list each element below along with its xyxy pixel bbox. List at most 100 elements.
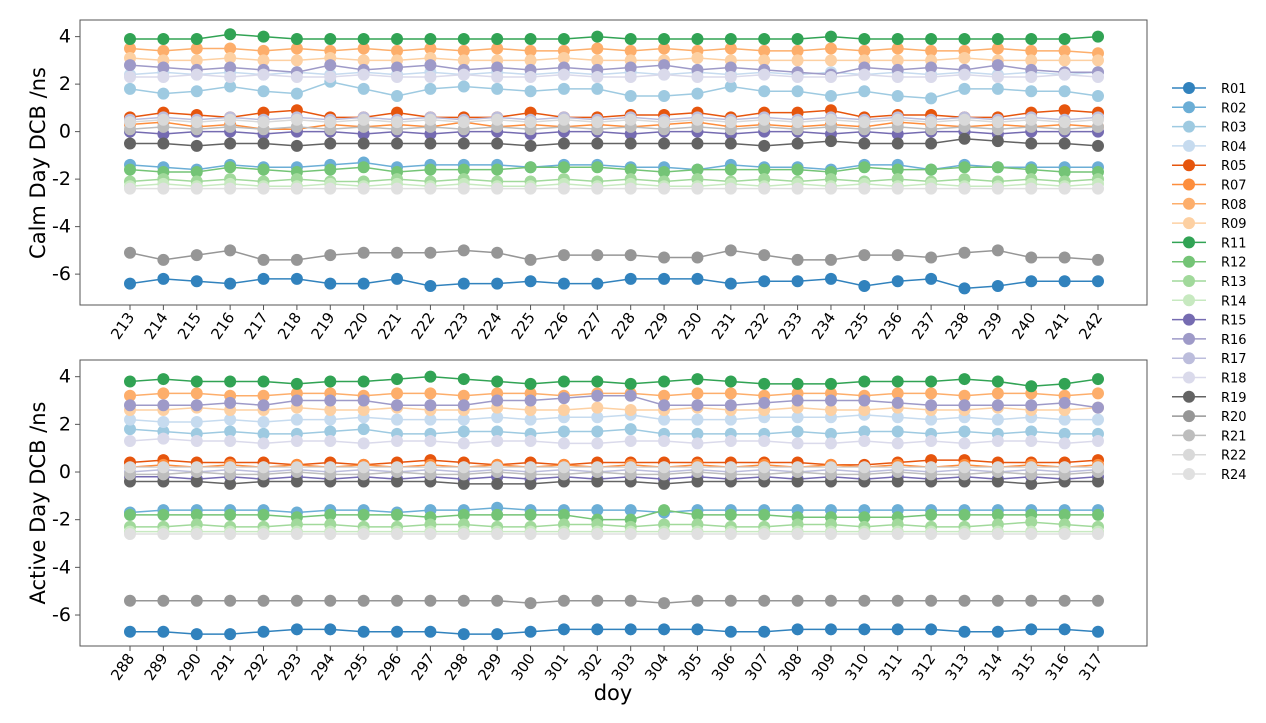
active-point-r04 [724, 413, 737, 426]
calm-point-r11 [290, 33, 303, 45]
active-point-r20 [1092, 594, 1104, 607]
calm-point-r19 [124, 137, 136, 150]
active-point-r11 [224, 375, 237, 388]
active-point-r16 [791, 394, 804, 407]
calm-point-r18 [858, 68, 871, 81]
calm-point-r22 [224, 113, 237, 126]
calm-point-r20 [491, 246, 504, 259]
calm-point-r09 [1058, 54, 1071, 67]
calm-point-r01 [758, 275, 771, 288]
calm-ytick-label: 2 [59, 73, 71, 95]
active-point-r12 [925, 508, 938, 521]
calm-point-r19 [257, 137, 270, 150]
calm-ytick-label: -2 [52, 168, 71, 190]
calm-point-r16 [224, 61, 237, 74]
legend-marker-r20 [1183, 410, 1195, 423]
legend-item-r05: R05 [1172, 159, 1247, 174]
calm-point-r11 [424, 33, 437, 45]
active-point-r12 [724, 508, 737, 521]
active-point-r22 [1058, 461, 1071, 474]
calm-point-r24 [257, 182, 270, 195]
active-point-r09 [858, 404, 871, 417]
active-series-r18 [124, 432, 1104, 450]
active-point-r04 [524, 413, 537, 426]
calm-point-r08 [724, 42, 737, 55]
active-series-r16 [124, 389, 1104, 414]
active-point-r11 [290, 377, 303, 390]
calm-point-r24 [491, 182, 504, 195]
calm-point-r12 [791, 163, 804, 176]
active-point-r24 [257, 527, 270, 540]
calm-point-r11 [557, 33, 570, 45]
active-point-r03 [324, 425, 337, 438]
calm-point-r19 [357, 137, 370, 150]
active-point-r08 [424, 387, 437, 400]
active-point-r02 [624, 504, 637, 517]
active-point-r18 [624, 435, 637, 448]
calm-series-r11 [124, 28, 1104, 45]
active-point-r11 [758, 377, 771, 390]
calm-point-r19 [1092, 139, 1104, 152]
legend-marker-r02 [1183, 101, 1195, 114]
active-point-r12 [324, 508, 337, 521]
calm-point-r08 [858, 44, 871, 57]
active-point-r01 [925, 623, 938, 636]
active-point-r16 [691, 399, 704, 412]
calm-point-r20 [424, 246, 437, 259]
calm-point-r03 [557, 82, 570, 95]
legend-item-r14: R14 [1172, 294, 1247, 309]
active-point-r19 [457, 477, 470, 490]
calm-point-r08 [391, 44, 404, 57]
calm-point-r24 [157, 182, 170, 195]
calm-point-r16 [157, 61, 170, 74]
active-point-r08 [991, 387, 1004, 400]
active-point-r24 [424, 527, 437, 540]
active-point-r11 [391, 373, 404, 386]
active-point-r03 [891, 425, 904, 438]
calm-point-r12 [324, 163, 337, 176]
calm-point-r18 [891, 71, 904, 83]
calm-point-r12 [1058, 166, 1071, 178]
legend-item-r03: R03 [1172, 120, 1247, 136]
legend-item-r16: R16 [1172, 332, 1247, 348]
calm-point-r03 [958, 82, 971, 95]
active-point-r04 [1058, 413, 1071, 426]
active-point-r03 [824, 427, 837, 440]
active-point-r18 [891, 437, 904, 450]
active-point-r01 [1025, 623, 1038, 636]
active-point-r22 [591, 461, 604, 474]
calm-point-r03 [758, 85, 771, 98]
active-point-r18 [391, 435, 404, 448]
active-point-r24 [1025, 527, 1038, 540]
calm-point-r03 [1058, 85, 1071, 98]
active-point-r01 [1058, 623, 1071, 636]
calm-point-r12 [624, 163, 637, 176]
legend-label-r04: R04 [1221, 140, 1247, 155]
active-point-r24 [791, 527, 804, 540]
active-point-r04 [124, 413, 136, 426]
calm-point-r09 [891, 54, 904, 67]
calm-point-r08 [791, 44, 804, 57]
calm-point-r12 [491, 163, 504, 176]
active-point-r04 [691, 413, 704, 426]
calm-point-r11 [324, 33, 337, 45]
active-point-r18 [858, 435, 871, 448]
calm-point-r09 [591, 54, 604, 67]
calm-day-ylabel: Calm Day DCB /ns [26, 67, 50, 259]
active-point-r22 [257, 461, 270, 474]
calm-point-r03 [491, 82, 504, 95]
legend-item-r22: R22 [1172, 448, 1247, 464]
calm-point-r11 [858, 33, 871, 45]
calm-point-r16 [925, 61, 938, 74]
calm-point-r24 [991, 182, 1004, 195]
active-point-r16 [391, 399, 404, 412]
calm-point-r12 [658, 166, 671, 178]
calm-point-r22 [491, 113, 504, 126]
active-point-r09 [357, 404, 370, 417]
active-point-r11 [791, 377, 804, 390]
active-point-r11 [324, 375, 337, 388]
active-point-r20 [524, 597, 537, 610]
active-point-r01 [457, 628, 470, 641]
calm-series-r09 [124, 52, 1104, 67]
active-point-r24 [290, 527, 303, 540]
